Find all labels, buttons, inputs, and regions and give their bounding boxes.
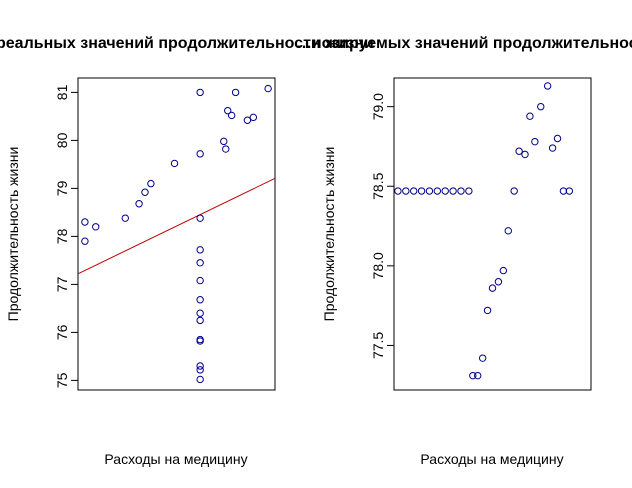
left-data-point <box>196 337 204 345</box>
left-data-point <box>121 214 129 222</box>
right-data-point <box>515 147 523 155</box>
left-data-point <box>196 276 204 285</box>
right-data-point <box>469 371 477 380</box>
right-data-point <box>499 266 508 275</box>
left-data-point <box>135 200 143 208</box>
right-data-point <box>494 278 503 286</box>
right-chart-title: …нозируемых значений продолжительности ж… <box>296 35 632 52</box>
right-data-point <box>417 187 426 195</box>
right-data-point <box>474 371 482 380</box>
right-data-point <box>449 187 457 195</box>
left-y-tick-label: 79 <box>54 180 70 196</box>
right-data-point <box>465 187 473 195</box>
right-data-point <box>521 150 529 159</box>
left-y-tick-label: 75 <box>54 372 70 388</box>
right-data-point <box>548 144 557 152</box>
left-data-point <box>196 88 204 97</box>
right-data-point <box>483 306 492 315</box>
right-data-point <box>565 187 574 195</box>
left-data-point <box>196 316 204 325</box>
left-data-point <box>141 188 149 196</box>
left-data-point <box>196 309 204 317</box>
left-plot-frame <box>77 77 276 391</box>
left-y-tick-label: 77 <box>54 276 70 292</box>
left-data-point <box>220 137 228 146</box>
right-data-point <box>531 137 539 146</box>
right-data-point <box>504 227 512 235</box>
right-data-point <box>410 187 418 195</box>
right-data-point <box>457 187 465 195</box>
right-data-point <box>402 187 410 195</box>
right-data-point <box>441 187 449 195</box>
left-data-point <box>249 113 258 122</box>
left-data-point <box>196 259 204 267</box>
left-data-point <box>231 88 240 97</box>
right-data-point <box>510 187 518 195</box>
left-regression-line <box>77 177 276 275</box>
right-data-point <box>526 112 534 120</box>
right-panel: …нозируемых значений продолжительности ж… <box>296 35 632 467</box>
left-y-tick-label: 81 <box>54 84 70 100</box>
left-data-point <box>196 375 204 384</box>
left-y-axis: 75 76 77 78 79 80 81 <box>54 84 78 388</box>
left-y-tick-label: 80 <box>54 132 70 148</box>
left-data-point <box>222 145 230 153</box>
left-data-point <box>264 84 272 93</box>
left-data-point <box>81 237 89 245</box>
right-data-point <box>394 187 402 195</box>
left-data-point <box>196 150 204 158</box>
left-regression-line-group <box>77 177 276 275</box>
left-data-point <box>196 362 204 370</box>
right-data-point <box>425 187 434 195</box>
right-y-tick-label: 77.5 <box>370 332 386 359</box>
left-data-point <box>224 106 232 115</box>
left-data-point <box>196 214 204 222</box>
left-data-point <box>196 366 204 374</box>
right-data-point <box>433 187 442 195</box>
right-y-tick-label: 78.0 <box>370 252 386 279</box>
left-data-point <box>81 218 89 226</box>
right-y-tick-label: 78.5 <box>370 172 386 199</box>
left-y-axis-label: Продолжительность жизни <box>5 147 21 322</box>
right-y-tick-label: 79.0 <box>370 93 386 120</box>
left-y-tick-label: 76 <box>54 324 70 340</box>
right-data-point <box>478 354 487 362</box>
left-chart-title: …реальных значений продолжительности жиз… <box>0 35 374 52</box>
right-data-point <box>553 134 562 143</box>
left-data-point <box>170 159 179 168</box>
right-data-point <box>543 82 552 90</box>
right-data-point <box>537 102 545 111</box>
right-y-axis-label: Продолжительность жизни <box>321 147 337 322</box>
right-points <box>394 82 574 380</box>
left-x-axis-label: Расходы на медицину <box>104 451 247 467</box>
right-plot-frame <box>393 77 592 391</box>
left-data-point <box>147 179 155 188</box>
left-data-point <box>92 223 100 231</box>
left-data-point <box>227 111 236 120</box>
right-data-point <box>488 284 497 292</box>
right-y-axis: 77.5 78.0 78.5 79.0 <box>370 93 394 359</box>
left-data-point <box>196 296 204 304</box>
left-data-point <box>243 116 252 124</box>
left-data-point <box>196 246 204 254</box>
right-x-axis-label: Расходы на медицину <box>420 451 563 467</box>
left-y-tick-label: 78 <box>54 228 70 244</box>
left-panel: …реальных значений продолжительности жиз… <box>0 35 374 467</box>
left-points <box>81 84 272 384</box>
